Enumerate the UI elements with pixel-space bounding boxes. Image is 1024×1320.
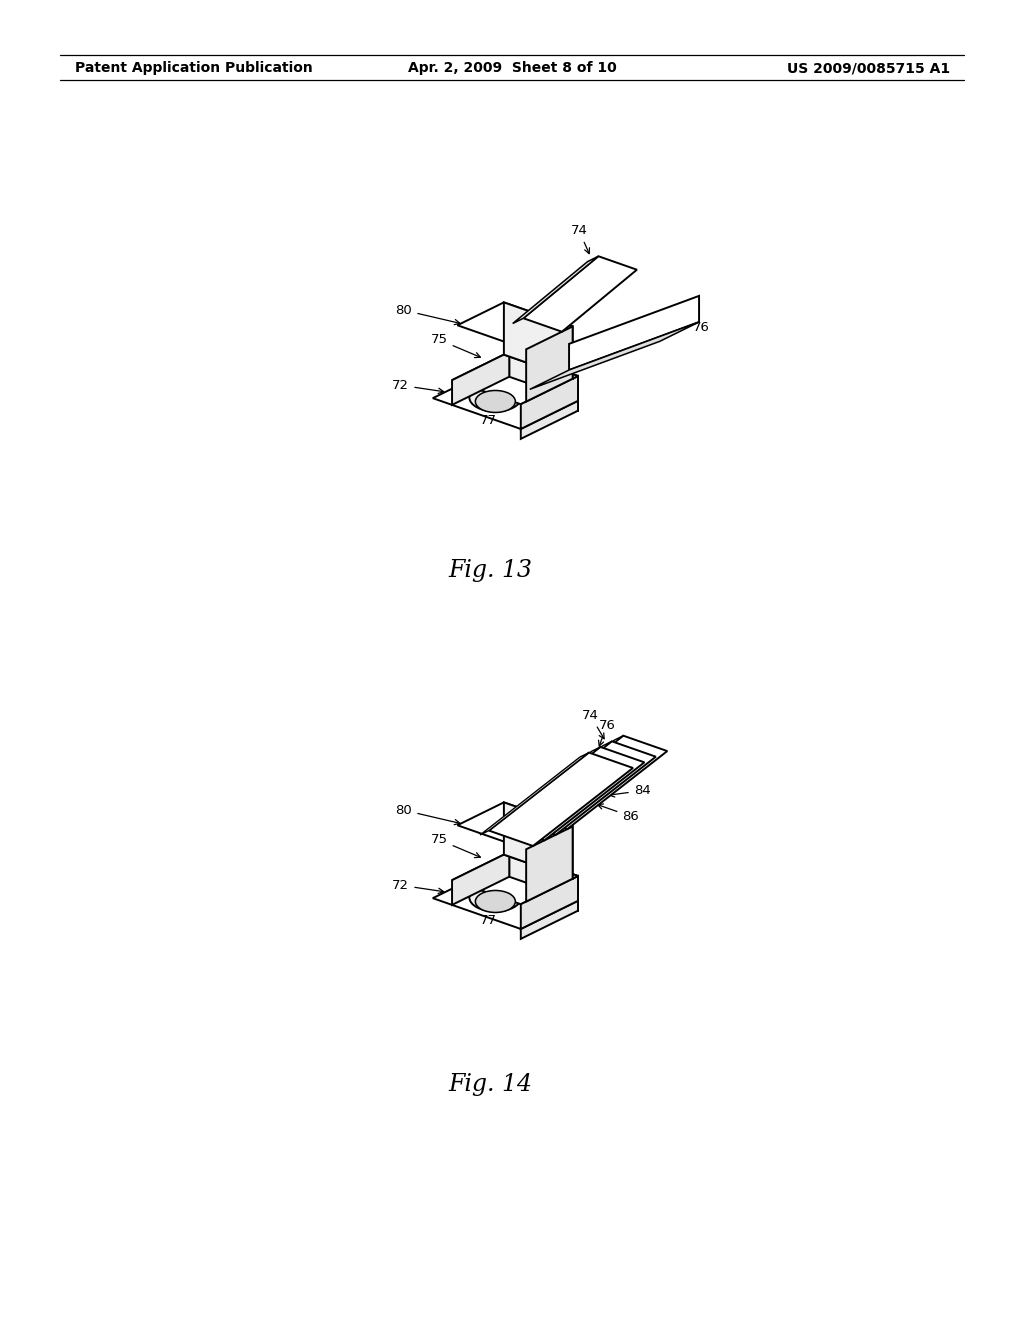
Text: 76: 76 <box>675 314 710 334</box>
Polygon shape <box>452 352 509 405</box>
Text: Apr. 2, 2009  Sheet 8 of 10: Apr. 2, 2009 Sheet 8 of 10 <box>408 61 616 75</box>
Polygon shape <box>509 851 578 900</box>
Polygon shape <box>503 742 611 824</box>
Polygon shape <box>523 256 637 331</box>
Polygon shape <box>504 803 572 879</box>
Text: Patent Application Publication: Patent Application Publication <box>75 61 312 75</box>
Text: 75: 75 <box>431 833 480 858</box>
Polygon shape <box>523 735 668 829</box>
Polygon shape <box>512 742 655 834</box>
Ellipse shape <box>475 391 515 412</box>
Polygon shape <box>509 352 578 401</box>
Polygon shape <box>458 302 572 350</box>
Ellipse shape <box>475 891 515 912</box>
Polygon shape <box>433 370 578 429</box>
Polygon shape <box>458 803 572 849</box>
Text: 76: 76 <box>598 718 615 746</box>
Polygon shape <box>501 747 644 841</box>
Text: 72: 72 <box>392 379 443 393</box>
Text: 77: 77 <box>480 397 512 428</box>
Polygon shape <box>490 370 578 411</box>
Polygon shape <box>521 376 578 429</box>
Polygon shape <box>452 851 578 904</box>
Text: 80: 80 <box>395 804 460 825</box>
Polygon shape <box>492 747 600 829</box>
Text: 80: 80 <box>395 304 460 325</box>
Text: US 2009/0085715 A1: US 2009/0085715 A1 <box>786 61 950 75</box>
Text: Fig. 14: Fig. 14 <box>449 1073 532 1097</box>
Polygon shape <box>452 352 578 404</box>
Text: 84: 84 <box>609 784 650 797</box>
Polygon shape <box>514 735 624 818</box>
Text: 75: 75 <box>431 334 480 358</box>
Polygon shape <box>521 900 578 939</box>
Polygon shape <box>504 851 578 879</box>
Polygon shape <box>569 296 699 370</box>
Polygon shape <box>480 752 589 836</box>
Polygon shape <box>452 851 509 906</box>
Text: 72: 72 <box>392 879 443 894</box>
Polygon shape <box>504 352 578 379</box>
Polygon shape <box>513 256 598 323</box>
Polygon shape <box>488 752 633 846</box>
Ellipse shape <box>469 384 521 412</box>
Polygon shape <box>526 826 572 902</box>
Polygon shape <box>529 322 699 389</box>
Polygon shape <box>490 870 578 911</box>
Polygon shape <box>504 302 572 379</box>
Polygon shape <box>526 326 572 401</box>
Text: 74: 74 <box>582 709 604 739</box>
Polygon shape <box>433 870 578 929</box>
Polygon shape <box>521 876 578 929</box>
Text: Fig. 13: Fig. 13 <box>449 558 532 582</box>
Polygon shape <box>521 401 578 438</box>
Text: 77: 77 <box>480 896 512 927</box>
Ellipse shape <box>469 883 521 912</box>
Text: 74: 74 <box>570 224 590 253</box>
Text: 86: 86 <box>598 804 639 822</box>
